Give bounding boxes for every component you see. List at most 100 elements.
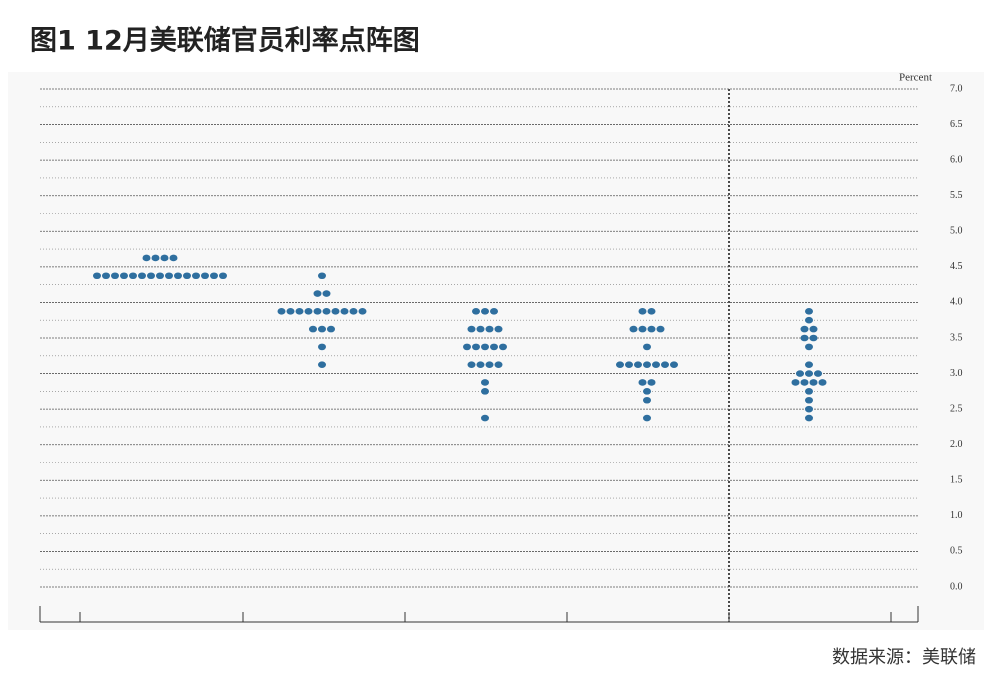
dot [322, 308, 331, 315]
dot [201, 272, 209, 280]
y-tick-label: 0.5 [950, 546, 963, 557]
dot [463, 343, 471, 351]
dot [318, 272, 326, 280]
dot [331, 308, 340, 315]
dot [151, 254, 160, 262]
dot [295, 308, 304, 315]
dot [358, 308, 367, 315]
dot [616, 361, 624, 368]
dot [805, 370, 813, 377]
dot [322, 290, 331, 297]
dot [643, 388, 651, 395]
dot [805, 405, 813, 413]
dot [142, 254, 151, 262]
dot [102, 272, 110, 280]
dot [160, 254, 169, 262]
dot [796, 370, 804, 377]
dot [800, 325, 809, 333]
y-tick-label: 2.5 [950, 403, 963, 414]
dot [481, 308, 489, 315]
y-tick-label: 5.0 [950, 226, 963, 237]
y-tick-label: 3.0 [950, 368, 963, 379]
dot [809, 325, 818, 333]
dot [638, 308, 647, 315]
dot [643, 361, 651, 368]
dot [129, 272, 137, 280]
y-tick-label: 0.0 [950, 581, 963, 592]
y-tick-label: 3.5 [950, 332, 963, 343]
dot [327, 325, 335, 333]
dot [156, 272, 164, 280]
dot [499, 343, 507, 351]
dot [467, 361, 476, 368]
dot [472, 343, 480, 351]
y-tick-label: 2.0 [950, 439, 963, 450]
dot [120, 272, 128, 280]
dot [643, 343, 651, 351]
dot [219, 272, 227, 280]
dot [638, 325, 647, 333]
dot [318, 325, 326, 333]
dot [277, 308, 286, 315]
dot [481, 414, 489, 422]
dot [805, 308, 813, 315]
dot [318, 343, 326, 351]
dot [818, 379, 827, 386]
dot [652, 361, 660, 368]
dot [472, 308, 480, 315]
plot-background [8, 72, 984, 630]
dot [476, 361, 485, 368]
dot [169, 254, 178, 262]
dot [647, 379, 656, 386]
dot [490, 308, 498, 315]
dot [661, 361, 669, 368]
dot [286, 308, 295, 315]
dot [192, 272, 200, 280]
dot [800, 334, 809, 342]
y-tick-label: 6.5 [950, 119, 963, 130]
dot [647, 308, 656, 315]
dot [147, 272, 155, 280]
dot [647, 325, 656, 333]
dot [485, 361, 494, 368]
dot [814, 370, 822, 377]
dot [809, 379, 818, 386]
dot [174, 272, 182, 280]
dot [805, 396, 813, 404]
dot [304, 308, 313, 315]
dot [625, 361, 633, 368]
dot [805, 388, 813, 395]
dot [476, 325, 485, 333]
dot [805, 361, 813, 368]
x-axis-ticks [39, 606, 919, 622]
dot [481, 379, 489, 386]
dot [138, 272, 146, 280]
dot [313, 290, 322, 297]
source-note: 数据来源：美联储 [832, 647, 976, 668]
y-tick-label: 1.0 [950, 510, 963, 521]
dot [809, 334, 818, 342]
dot [93, 272, 101, 280]
dot [800, 379, 809, 386]
dot [634, 361, 642, 368]
dot [111, 272, 119, 280]
y-tick-label: 7.0 [950, 83, 963, 94]
dot [670, 361, 678, 368]
dot [318, 361, 326, 368]
dot [643, 396, 651, 404]
dot [183, 272, 191, 280]
chart-title: 图1 12月美联储官员利率点阵图 [30, 25, 420, 57]
y-axis-label: Percent [899, 72, 932, 84]
dot [805, 343, 813, 351]
dot [481, 388, 489, 395]
dot [629, 325, 638, 333]
dot [494, 325, 503, 333]
dot [494, 361, 503, 368]
y-tick-label: 6.0 [950, 154, 963, 165]
dot [165, 272, 173, 280]
y-tick-label: 4.0 [950, 297, 963, 308]
dot [490, 343, 498, 351]
dot [481, 343, 489, 351]
